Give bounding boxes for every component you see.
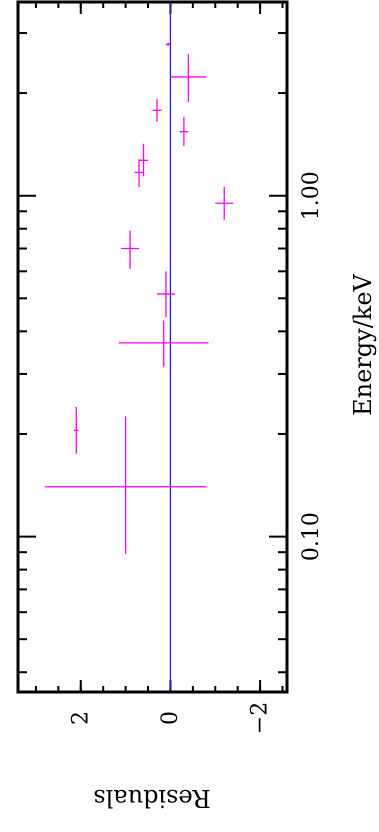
data-point (179, 117, 189, 146)
data-point (44, 416, 207, 554)
y-tick-labels: 2 0 −2 (68, 702, 272, 734)
data-point (139, 143, 149, 177)
x-tick-labels: 0.10 1.00 (299, 171, 324, 561)
data-point (165, 42, 171, 46)
data-point (152, 99, 162, 122)
data-points (44, 42, 234, 554)
x-tick-label: 0.10 (299, 512, 324, 561)
y-axis-label: Residuals (93, 784, 210, 812)
data-point (170, 54, 207, 103)
data-point (74, 406, 79, 454)
x-tick-label: 1.00 (299, 171, 324, 220)
data-point (121, 230, 140, 269)
y-tick-label: −2 (248, 702, 273, 734)
minor-ticks (18, 2, 287, 692)
data-point (156, 271, 175, 318)
y-tick-label: 0 (158, 711, 183, 725)
x-axis-label: Energy/keV (349, 273, 377, 415)
y-tick-label: 2 (68, 711, 93, 725)
data-point (118, 320, 209, 367)
data-point (134, 159, 144, 188)
major-ticks (18, 2, 287, 692)
plot-frame (16, 0, 289, 694)
data-point (215, 187, 234, 220)
